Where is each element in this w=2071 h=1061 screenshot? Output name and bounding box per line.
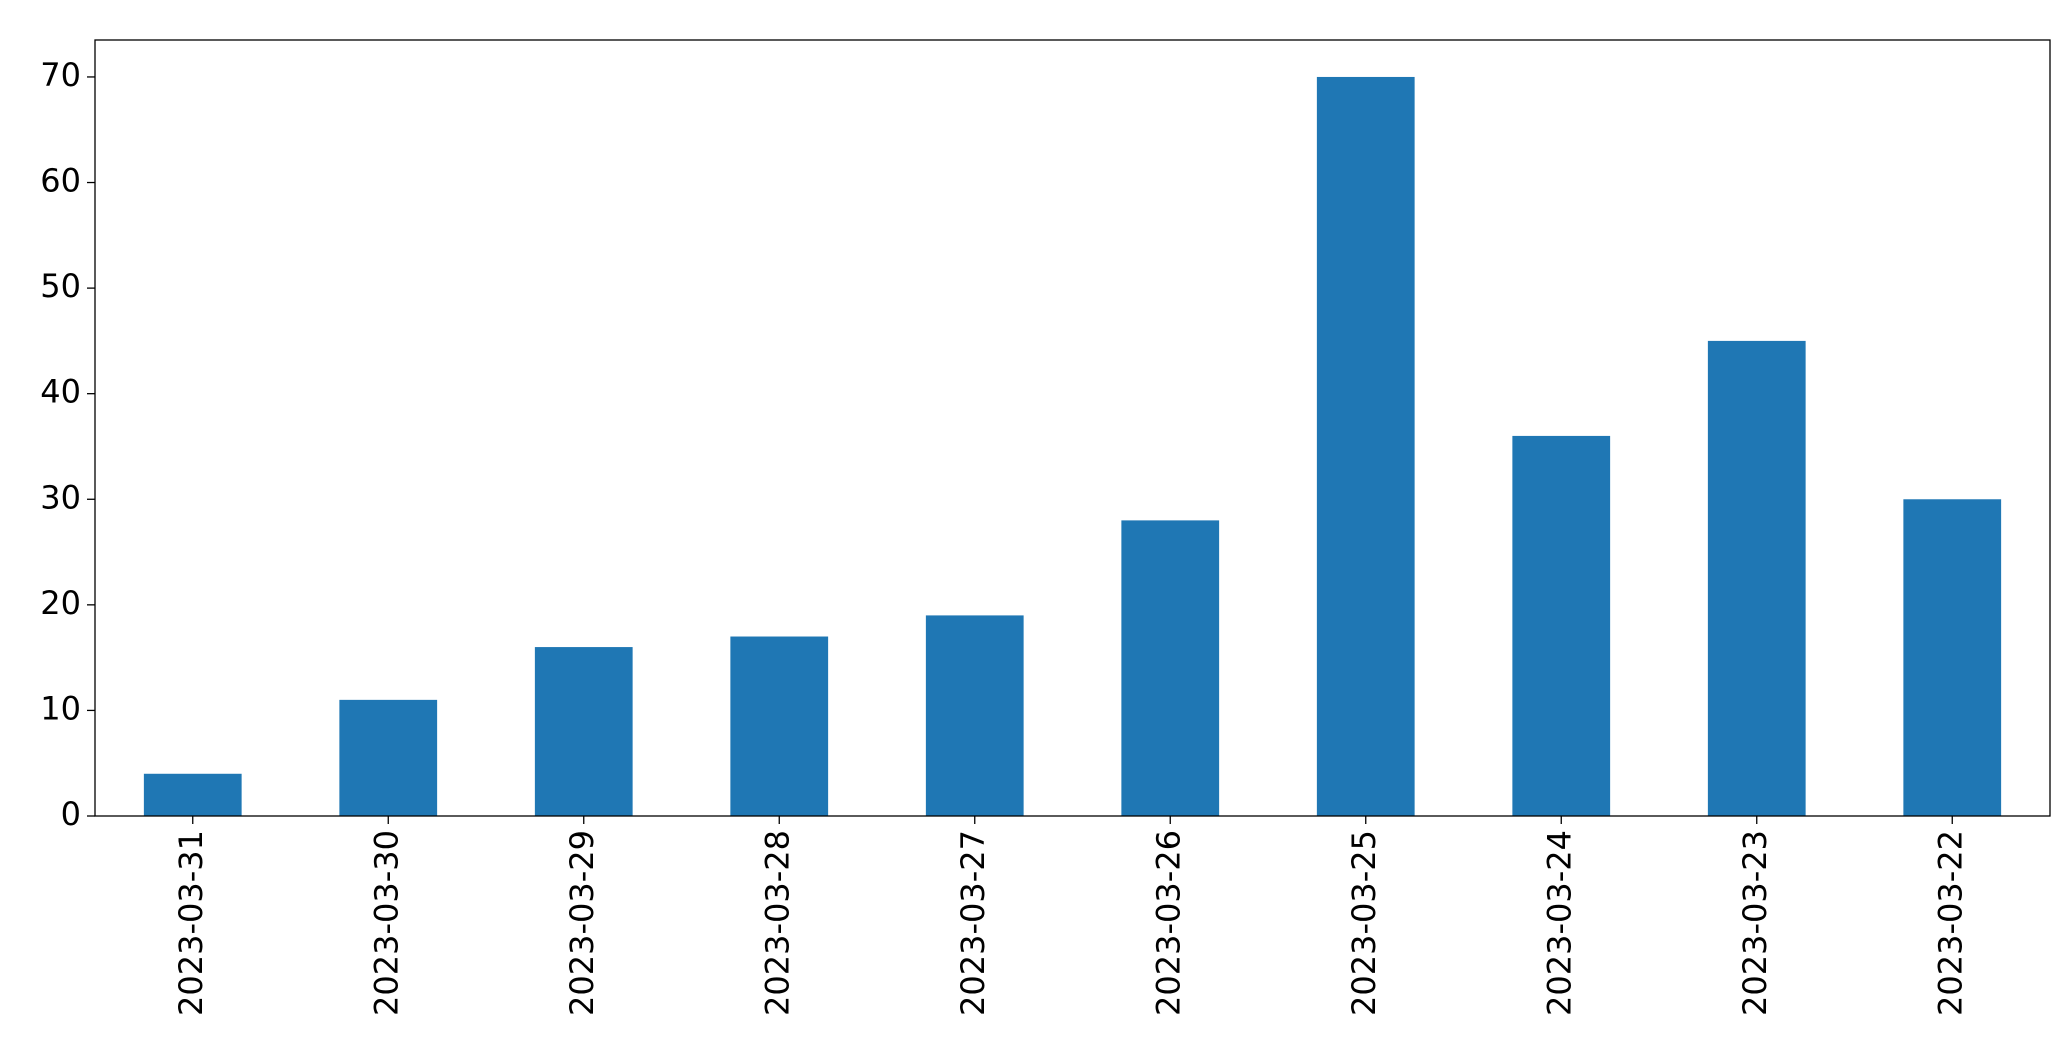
bar <box>1707 340 1806 816</box>
x-tick-label: 2023-03-26 <box>1149 830 1187 1016</box>
y-tick-label: 20 <box>40 584 81 622</box>
bar <box>1316 76 1415 816</box>
bar <box>143 773 242 816</box>
y-tick-label: 60 <box>40 162 81 200</box>
y-tick-label: 70 <box>40 56 81 94</box>
x-tick-label: 2023-03-28 <box>758 830 796 1016</box>
x-tick-label: 2023-03-27 <box>954 830 992 1016</box>
x-tick-label: 2023-03-22 <box>1931 830 1969 1016</box>
x-tick-label: 2023-03-29 <box>563 830 601 1016</box>
bar <box>1512 435 1611 816</box>
bar <box>339 699 438 816</box>
x-tick-label: 2023-03-30 <box>367 830 405 1016</box>
x-tick-label: 2023-03-31 <box>172 830 210 1016</box>
y-tick-label: 30 <box>40 478 81 516</box>
bar <box>925 615 1024 816</box>
y-tick-label: 0 <box>61 795 81 833</box>
y-tick-label: 40 <box>40 373 81 411</box>
bar <box>730 636 829 816</box>
plot-frame <box>94 39 2051 817</box>
y-tick-label: 50 <box>40 267 81 305</box>
bar <box>1121 520 1220 816</box>
bar <box>534 647 633 816</box>
x-tick-label: 2023-03-25 <box>1345 830 1383 1016</box>
y-tick-label: 10 <box>40 689 81 727</box>
x-tick-label: 2023-03-24 <box>1540 830 1578 1016</box>
bar <box>1903 499 2002 816</box>
x-tick-label: 2023-03-23 <box>1736 830 1774 1016</box>
